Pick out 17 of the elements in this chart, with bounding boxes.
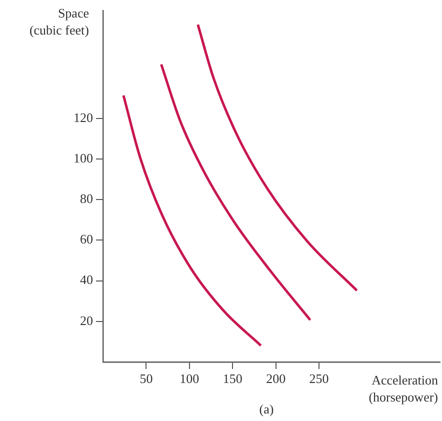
y-tick-label: 20	[80, 312, 93, 328]
y-tick-label: 120	[74, 110, 93, 125]
line-series	[122, 94, 262, 347]
y-tick-label: 80	[80, 191, 93, 206]
x-tick-label: 50	[140, 371, 153, 386]
y-tick-label: 60	[80, 232, 93, 247]
x-tick-label: 200	[266, 371, 286, 386]
x-tick-label: 250	[309, 371, 329, 386]
y-axis-title: Space (cubic feet)	[29, 5, 90, 38]
text: (a)	[259, 401, 274, 416]
x-axis-title: Acceleration (horsepower)	[368, 372, 438, 404]
line-series	[196, 23, 358, 292]
line-series	[160, 63, 312, 322]
y-tick-label: 100	[74, 150, 93, 166]
x-tick-label: 100	[180, 371, 200, 386]
y-tick-label: 40	[80, 272, 93, 288]
x-tick-label: 150	[222, 371, 242, 386]
